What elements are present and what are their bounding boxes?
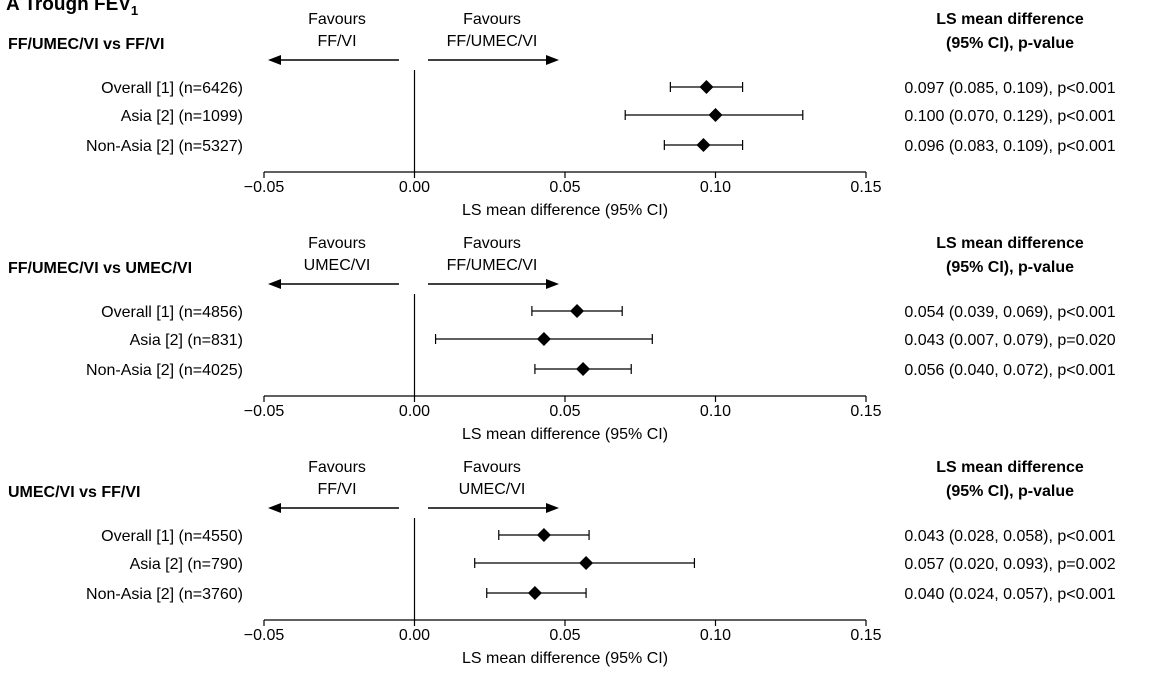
point-estimate-diamond — [708, 108, 723, 122]
subgroup-label: Non-Asia [2] (n=4025) — [86, 362, 243, 379]
favours-left-line2: FF/VI — [317, 33, 356, 50]
favours-right-arrowhead — [546, 279, 559, 289]
point-estimate-diamond — [696, 138, 711, 152]
result-text: 0.054 (0.039, 0.069), p<0.001 — [904, 304, 1115, 321]
point-estimate-diamond — [579, 556, 594, 570]
favours-right-arrowhead — [546, 55, 559, 65]
x-tick-label: 0.10 — [700, 627, 731, 644]
favours-left-arrowhead — [268, 279, 281, 289]
comparison-title: FF/UMEC/VI vs FF/VI — [8, 36, 164, 53]
comparison-title: UMEC/VI vs FF/VI — [8, 484, 140, 501]
favours-right-line2: FF/UMEC/VI — [447, 257, 538, 274]
subgroup-label: Asia [2] (n=831) — [130, 332, 243, 349]
x-tick-label: 0.00 — [399, 179, 430, 196]
x-tick-label: 0.00 — [399, 627, 430, 644]
favours-left-line1: Favours — [308, 235, 366, 252]
favours-right-line1: Favours — [463, 11, 521, 28]
point-estimate-diamond — [536, 528, 551, 542]
x-tick-label: −0.05 — [244, 179, 285, 196]
result-text: 0.056 (0.040, 0.072), p<0.001 — [904, 362, 1115, 379]
x-tick-label: 0.05 — [549, 179, 580, 196]
favours-right-arrowhead — [546, 503, 559, 513]
favours-right-line1: Favours — [463, 459, 521, 476]
figure-panel-letter: A — [6, 0, 20, 15]
x-tick-label: 0.05 — [549, 403, 580, 420]
subgroup-label: Overall [1] (n=6426) — [101, 80, 243, 97]
favours-left-line1: Favours — [308, 459, 366, 476]
favours-left-line2: UMEC/VI — [304, 257, 371, 274]
x-tick-label: 0.10 — [700, 179, 731, 196]
result-header-line2: (95% CI), p-value — [946, 35, 1074, 52]
favours-left-line2: FF/VI — [317, 481, 356, 498]
favours-right-line1: Favours — [463, 235, 521, 252]
result-header-line2: (95% CI), p-value — [946, 483, 1074, 500]
point-estimate-diamond — [570, 304, 585, 318]
x-tick-label: 0.05 — [549, 627, 580, 644]
result-header-line1: LS mean difference — [936, 459, 1084, 476]
x-axis-label: LS mean difference (95% CI) — [462, 202, 668, 219]
result-header-line2: (95% CI), p-value — [946, 259, 1074, 276]
x-tick-label: 0.10 — [700, 403, 731, 420]
favours-right-line2: UMEC/VI — [459, 481, 526, 498]
subgroup-label: Non-Asia [2] (n=3760) — [86, 586, 243, 603]
subgroup-label: Non-Asia [2] (n=5327) — [86, 138, 243, 155]
x-tick-label: −0.05 — [244, 403, 285, 420]
figure-title: A Trough FEV1 — [6, 0, 138, 18]
result-text: 0.096 (0.083, 0.109), p<0.001 — [904, 138, 1115, 155]
figure-title-subscript: 1 — [130, 2, 139, 18]
x-tick-label: 0.15 — [850, 627, 881, 644]
figure-title-text: Trough FEV — [24, 0, 131, 15]
subgroup-label: Overall [1] (n=4550) — [101, 528, 243, 545]
result-text: 0.097 (0.085, 0.109), p<0.001 — [904, 80, 1115, 97]
subgroup-label: Asia [2] (n=1099) — [121, 108, 243, 125]
x-tick-label: −0.05 — [244, 627, 285, 644]
x-tick-label: 0.15 — [850, 179, 881, 196]
subgroup-label: Asia [2] (n=790) — [130, 556, 243, 573]
favours-left-line1: Favours — [308, 11, 366, 28]
result-text: 0.057 (0.020, 0.093), p=0.002 — [904, 556, 1115, 573]
result-text: 0.043 (0.028, 0.058), p<0.001 — [904, 528, 1115, 545]
comparison-title: FF/UMEC/VI vs UMEC/VI — [8, 260, 192, 277]
subgroup-label: Overall [1] (n=4856) — [101, 304, 243, 321]
result-text: 0.040 (0.024, 0.057), p<0.001 — [904, 586, 1115, 603]
point-estimate-diamond — [699, 80, 714, 94]
x-tick-label: 0.15 — [850, 403, 881, 420]
point-estimate-diamond — [536, 332, 551, 346]
x-tick-label: 0.00 — [399, 403, 430, 420]
result-text: 0.043 (0.007, 0.079), p=0.020 — [904, 332, 1115, 349]
favours-left-arrowhead — [268, 503, 281, 513]
result-header-line1: LS mean difference — [936, 11, 1084, 28]
result-text: 0.100 (0.070, 0.129), p<0.001 — [904, 108, 1115, 125]
result-header-line1: LS mean difference — [936, 235, 1084, 252]
favours-right-line2: FF/UMEC/VI — [447, 33, 538, 50]
favours-left-arrowhead — [268, 55, 281, 65]
point-estimate-diamond — [527, 586, 542, 600]
x-axis-label: LS mean difference (95% CI) — [462, 650, 668, 667]
point-estimate-diamond — [576, 362, 591, 376]
x-axis-label: LS mean difference (95% CI) — [462, 426, 668, 443]
